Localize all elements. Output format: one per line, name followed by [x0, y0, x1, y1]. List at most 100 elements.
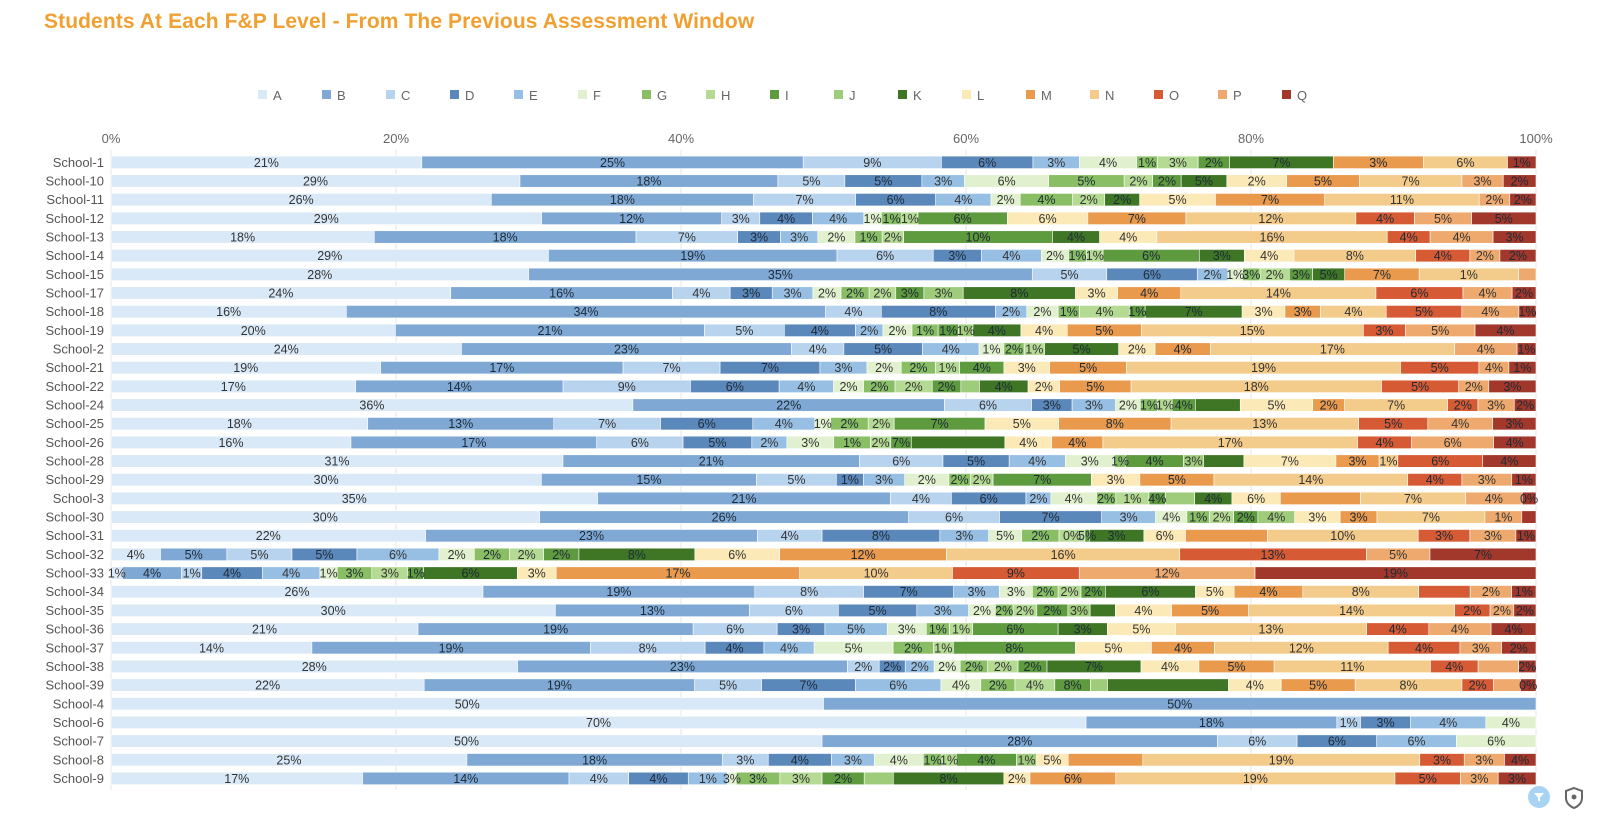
legend-item[interactable]: E — [514, 88, 538, 103]
bar-segment[interactable] — [1516, 342, 1537, 356]
bar-segment[interactable] — [1185, 529, 1268, 543]
bar-segment[interactable] — [1195, 398, 1241, 412]
bar-segment[interactable] — [960, 379, 980, 393]
bar-segment[interactable] — [1429, 547, 1537, 561]
bar-segment[interactable] — [863, 771, 894, 785]
bar-segment[interactable] — [1107, 678, 1229, 692]
segment-label: 34% — [573, 305, 598, 319]
bar-segment[interactable] — [1474, 323, 1537, 337]
segment-label: 1% — [1515, 473, 1533, 487]
segment-label: 17% — [461, 436, 486, 450]
segment-label: 1% — [1156, 399, 1174, 413]
bar-segment[interactable] — [1488, 379, 1537, 393]
bar-segment[interactable] — [1456, 734, 1537, 748]
segment-label: 4% — [829, 212, 847, 226]
bar-segment[interactable] — [1521, 491, 1537, 505]
bar-segment[interactable] — [1511, 286, 1537, 300]
bar-segment[interactable] — [1471, 211, 1537, 225]
segment-label: 5% — [1078, 529, 1096, 543]
bar-segment[interactable] — [1482, 454, 1537, 468]
legend-item[interactable]: I — [770, 88, 789, 103]
bar-segment[interactable] — [1493, 435, 1537, 449]
bar-segment[interactable] — [1508, 361, 1537, 375]
bar-segment[interactable] — [1203, 454, 1245, 468]
bar-segment[interactable] — [1477, 659, 1519, 673]
bar-segment[interactable] — [1507, 155, 1537, 169]
segment-label: 1% — [1123, 492, 1141, 506]
legend-item[interactable]: F — [578, 88, 601, 103]
bar-segment[interactable] — [1499, 249, 1537, 263]
bar-segment[interactable] — [1090, 678, 1108, 692]
segment-label: 1% — [1513, 156, 1531, 170]
segment-label: 4% — [844, 305, 862, 319]
legend-swatch — [1026, 90, 1035, 99]
bar-segment[interactable] — [1513, 398, 1537, 412]
bar-segment[interactable] — [1513, 603, 1537, 617]
segment-label: 12% — [1258, 212, 1283, 226]
legend-item[interactable]: N — [1090, 88, 1114, 103]
bar-segment[interactable] — [1521, 510, 1537, 524]
bar-segment[interactable] — [1485, 715, 1537, 729]
legend-item[interactable]: A — [258, 88, 282, 103]
bar-segment[interactable] — [1497, 771, 1537, 785]
legend-item[interactable]: Q — [1282, 88, 1307, 103]
segment-label: 5% — [1013, 417, 1031, 431]
y-category-label: School-29 — [45, 472, 104, 487]
segment-label: 2% — [846, 287, 864, 301]
bar-segment[interactable] — [1280, 491, 1361, 505]
bar-segment[interactable] — [1518, 305, 1537, 319]
legend-label: H — [721, 88, 730, 103]
segment-label: 4% — [1511, 753, 1529, 767]
segment-label: 5% — [1431, 361, 1449, 375]
bar-segment[interactable] — [1518, 659, 1537, 673]
bar-segment[interactable] — [1490, 622, 1537, 636]
bar-segment[interactable] — [1502, 174, 1537, 188]
bar-segment[interactable] — [823, 697, 1537, 711]
segment-label: 28% — [302, 660, 327, 674]
filter-button[interactable] — [1528, 786, 1550, 808]
bar-segment[interactable] — [1509, 193, 1537, 207]
bar-segment[interactable] — [1418, 585, 1471, 599]
legend-item[interactable]: K — [898, 88, 922, 103]
bar-segment[interactable] — [1511, 473, 1537, 487]
bar-segment[interactable] — [1492, 417, 1537, 431]
segment-label: 8% — [639, 641, 657, 655]
legend-item[interactable]: D — [450, 88, 474, 103]
segment-label: 6% — [728, 548, 746, 562]
segment-label: 4% — [1485, 361, 1503, 375]
bar-segment[interactable] — [1518, 267, 1537, 281]
segment-label: 3% — [1308, 511, 1326, 525]
bar-segment[interactable] — [1067, 753, 1144, 767]
gridlines — [110, 150, 1537, 790]
bar-segment[interactable] — [910, 435, 1006, 449]
bar-segment[interactable] — [1504, 753, 1537, 767]
segment-label: 2% — [839, 380, 857, 394]
legend-item[interactable]: C — [386, 88, 410, 103]
bar-segment[interactable] — [1520, 678, 1537, 692]
segment-label: 23% — [579, 529, 604, 543]
shield-button[interactable] — [1563, 786, 1585, 810]
bar-segment[interactable] — [1165, 491, 1195, 505]
bar-segment[interactable] — [1089, 603, 1116, 617]
bar-segment[interactable] — [1492, 230, 1537, 244]
bar-segment[interactable] — [1515, 529, 1537, 543]
legend-label: L — [977, 88, 984, 103]
bar-segment[interactable] — [1254, 566, 1537, 580]
legend-item[interactable]: B — [322, 88, 346, 103]
legend-label: E — [529, 88, 538, 103]
legend-item[interactable]: H — [706, 88, 730, 103]
bar-segment[interactable] — [1511, 585, 1537, 599]
legend-item[interactable]: O — [1154, 88, 1179, 103]
legend-item[interactable]: G — [642, 88, 667, 103]
segment-label: 24% — [274, 343, 299, 357]
segment-label: 8% — [1064, 679, 1082, 693]
legend-item[interactable]: J — [834, 88, 856, 103]
legend-item[interactable]: L — [962, 88, 984, 103]
segment-label: 2% — [1002, 305, 1020, 319]
segment-label: 1% — [183, 567, 201, 581]
bar-segment[interactable] — [1501, 641, 1537, 655]
bar-segment[interactable] — [1492, 678, 1521, 692]
legend-item[interactable]: P — [1218, 88, 1242, 103]
legend-item[interactable]: M — [1026, 88, 1052, 103]
segment-label: 2% — [1515, 287, 1533, 301]
